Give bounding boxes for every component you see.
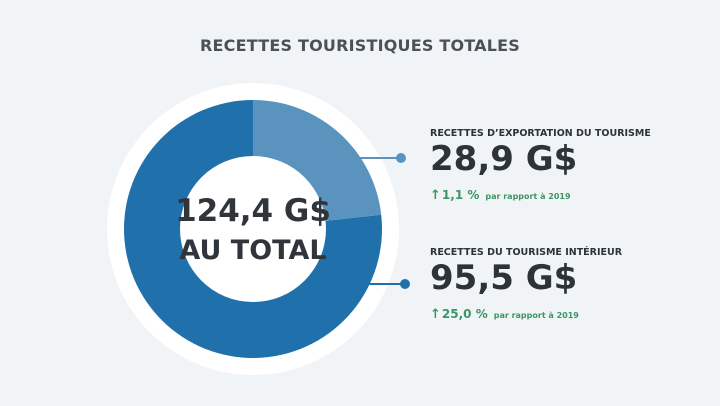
total-label: AU TOTAL: [179, 235, 327, 266]
domestic-change: ↑25,0 % par rapport à 2019: [430, 303, 710, 322]
arrow-up-icon: ↑: [430, 187, 441, 203]
donut-center-label: 124,4 G$ AU TOTAL: [163, 193, 343, 266]
export-label: RECETTES D’EXPORTATION DU TOURISME: [430, 128, 651, 139]
domestic-stat-card: RECETTES DU TOURISME INTÉRIEUR 95,5 G$ ↑…: [430, 247, 710, 322]
domestic-change-note: par rapport à 2019: [493, 310, 579, 320]
chart-title: RECETTES TOURISTIQUES TOTALES: [200, 36, 520, 55]
export-stat-card: RECETTES D’EXPORTATION DU TOURISME 28,9 …: [430, 128, 710, 203]
export-change: ↑1,1 % par rapport à 2019: [430, 184, 710, 203]
export-connector-dot: [396, 153, 406, 163]
domestic-connector-dot: [400, 279, 410, 289]
domestic-value: 95,5 G$: [430, 258, 578, 298]
donut-hole: [180, 156, 326, 302]
total-value: 124,4 G$: [175, 193, 331, 229]
domestic-change-value: 25,0 %: [441, 306, 488, 321]
export-change-note: par rapport à 2019: [485, 191, 571, 201]
domestic-label: RECETTES DU TOURISME INTÉRIEUR: [430, 247, 623, 258]
export-change-value: 1,1 %: [441, 187, 480, 202]
export-value: 28,9 G$: [430, 139, 578, 179]
arrow-up-icon: ↑: [430, 306, 441, 322]
